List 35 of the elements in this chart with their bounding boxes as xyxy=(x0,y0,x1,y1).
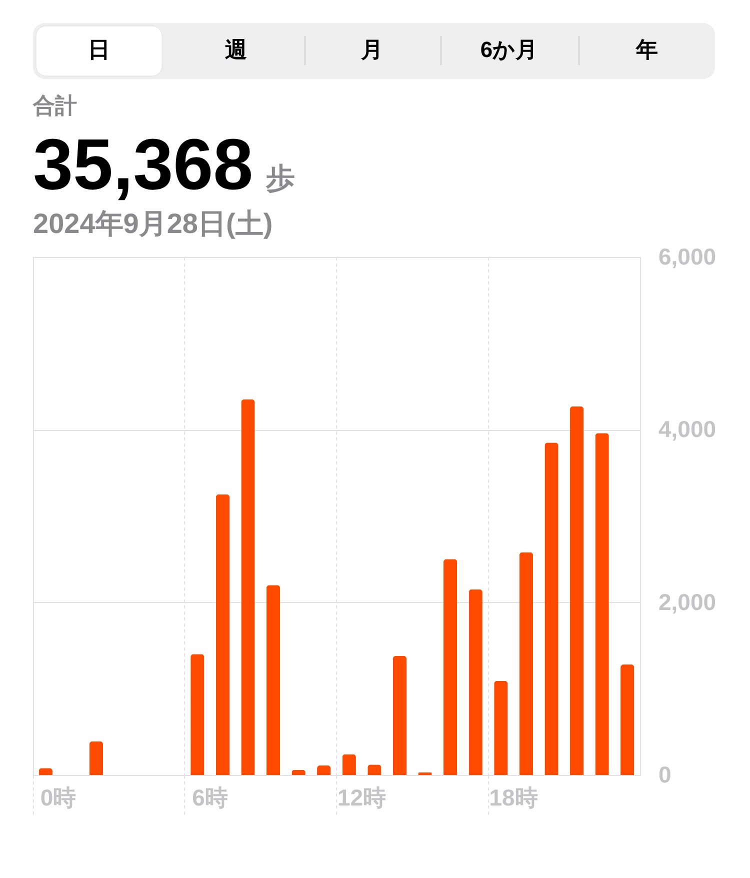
bar xyxy=(443,559,458,775)
bar xyxy=(544,442,558,775)
bar xyxy=(266,585,280,775)
x-tick-label: 0時 xyxy=(40,784,76,810)
y-tick-label: 4,000 xyxy=(658,416,716,442)
x-tick-label: 6時 xyxy=(192,784,228,810)
bar xyxy=(418,772,432,775)
bar xyxy=(570,406,584,775)
bar xyxy=(392,656,407,775)
text: 6か月 xyxy=(480,37,538,62)
text: 月 xyxy=(360,37,383,62)
y-tick-label: 6,000 xyxy=(658,244,716,270)
bar xyxy=(241,399,255,775)
x-tick-label: 18時 xyxy=(489,784,538,810)
x-tick-label: 12時 xyxy=(337,784,386,810)
bar xyxy=(468,589,482,775)
y-tick-label: 0 xyxy=(658,762,672,788)
bar xyxy=(595,433,609,775)
text: 歩 xyxy=(265,163,295,195)
bar xyxy=(368,764,382,775)
bar xyxy=(89,741,104,775)
bar xyxy=(519,552,534,775)
chart-title: 35,368 xyxy=(33,125,254,205)
bar xyxy=(342,754,356,775)
text: 日 xyxy=(88,37,110,62)
bar xyxy=(494,680,508,775)
bar xyxy=(216,494,230,775)
text: 年 xyxy=(635,37,658,62)
text: 合計 xyxy=(32,93,77,118)
chart-subtitle: 2024年9月28日(土) xyxy=(33,208,273,239)
bar xyxy=(317,766,331,775)
bar xyxy=(190,654,204,775)
bar xyxy=(620,664,634,775)
y-tick-label: 2,000 xyxy=(658,588,716,615)
text: 週 xyxy=(225,37,247,62)
